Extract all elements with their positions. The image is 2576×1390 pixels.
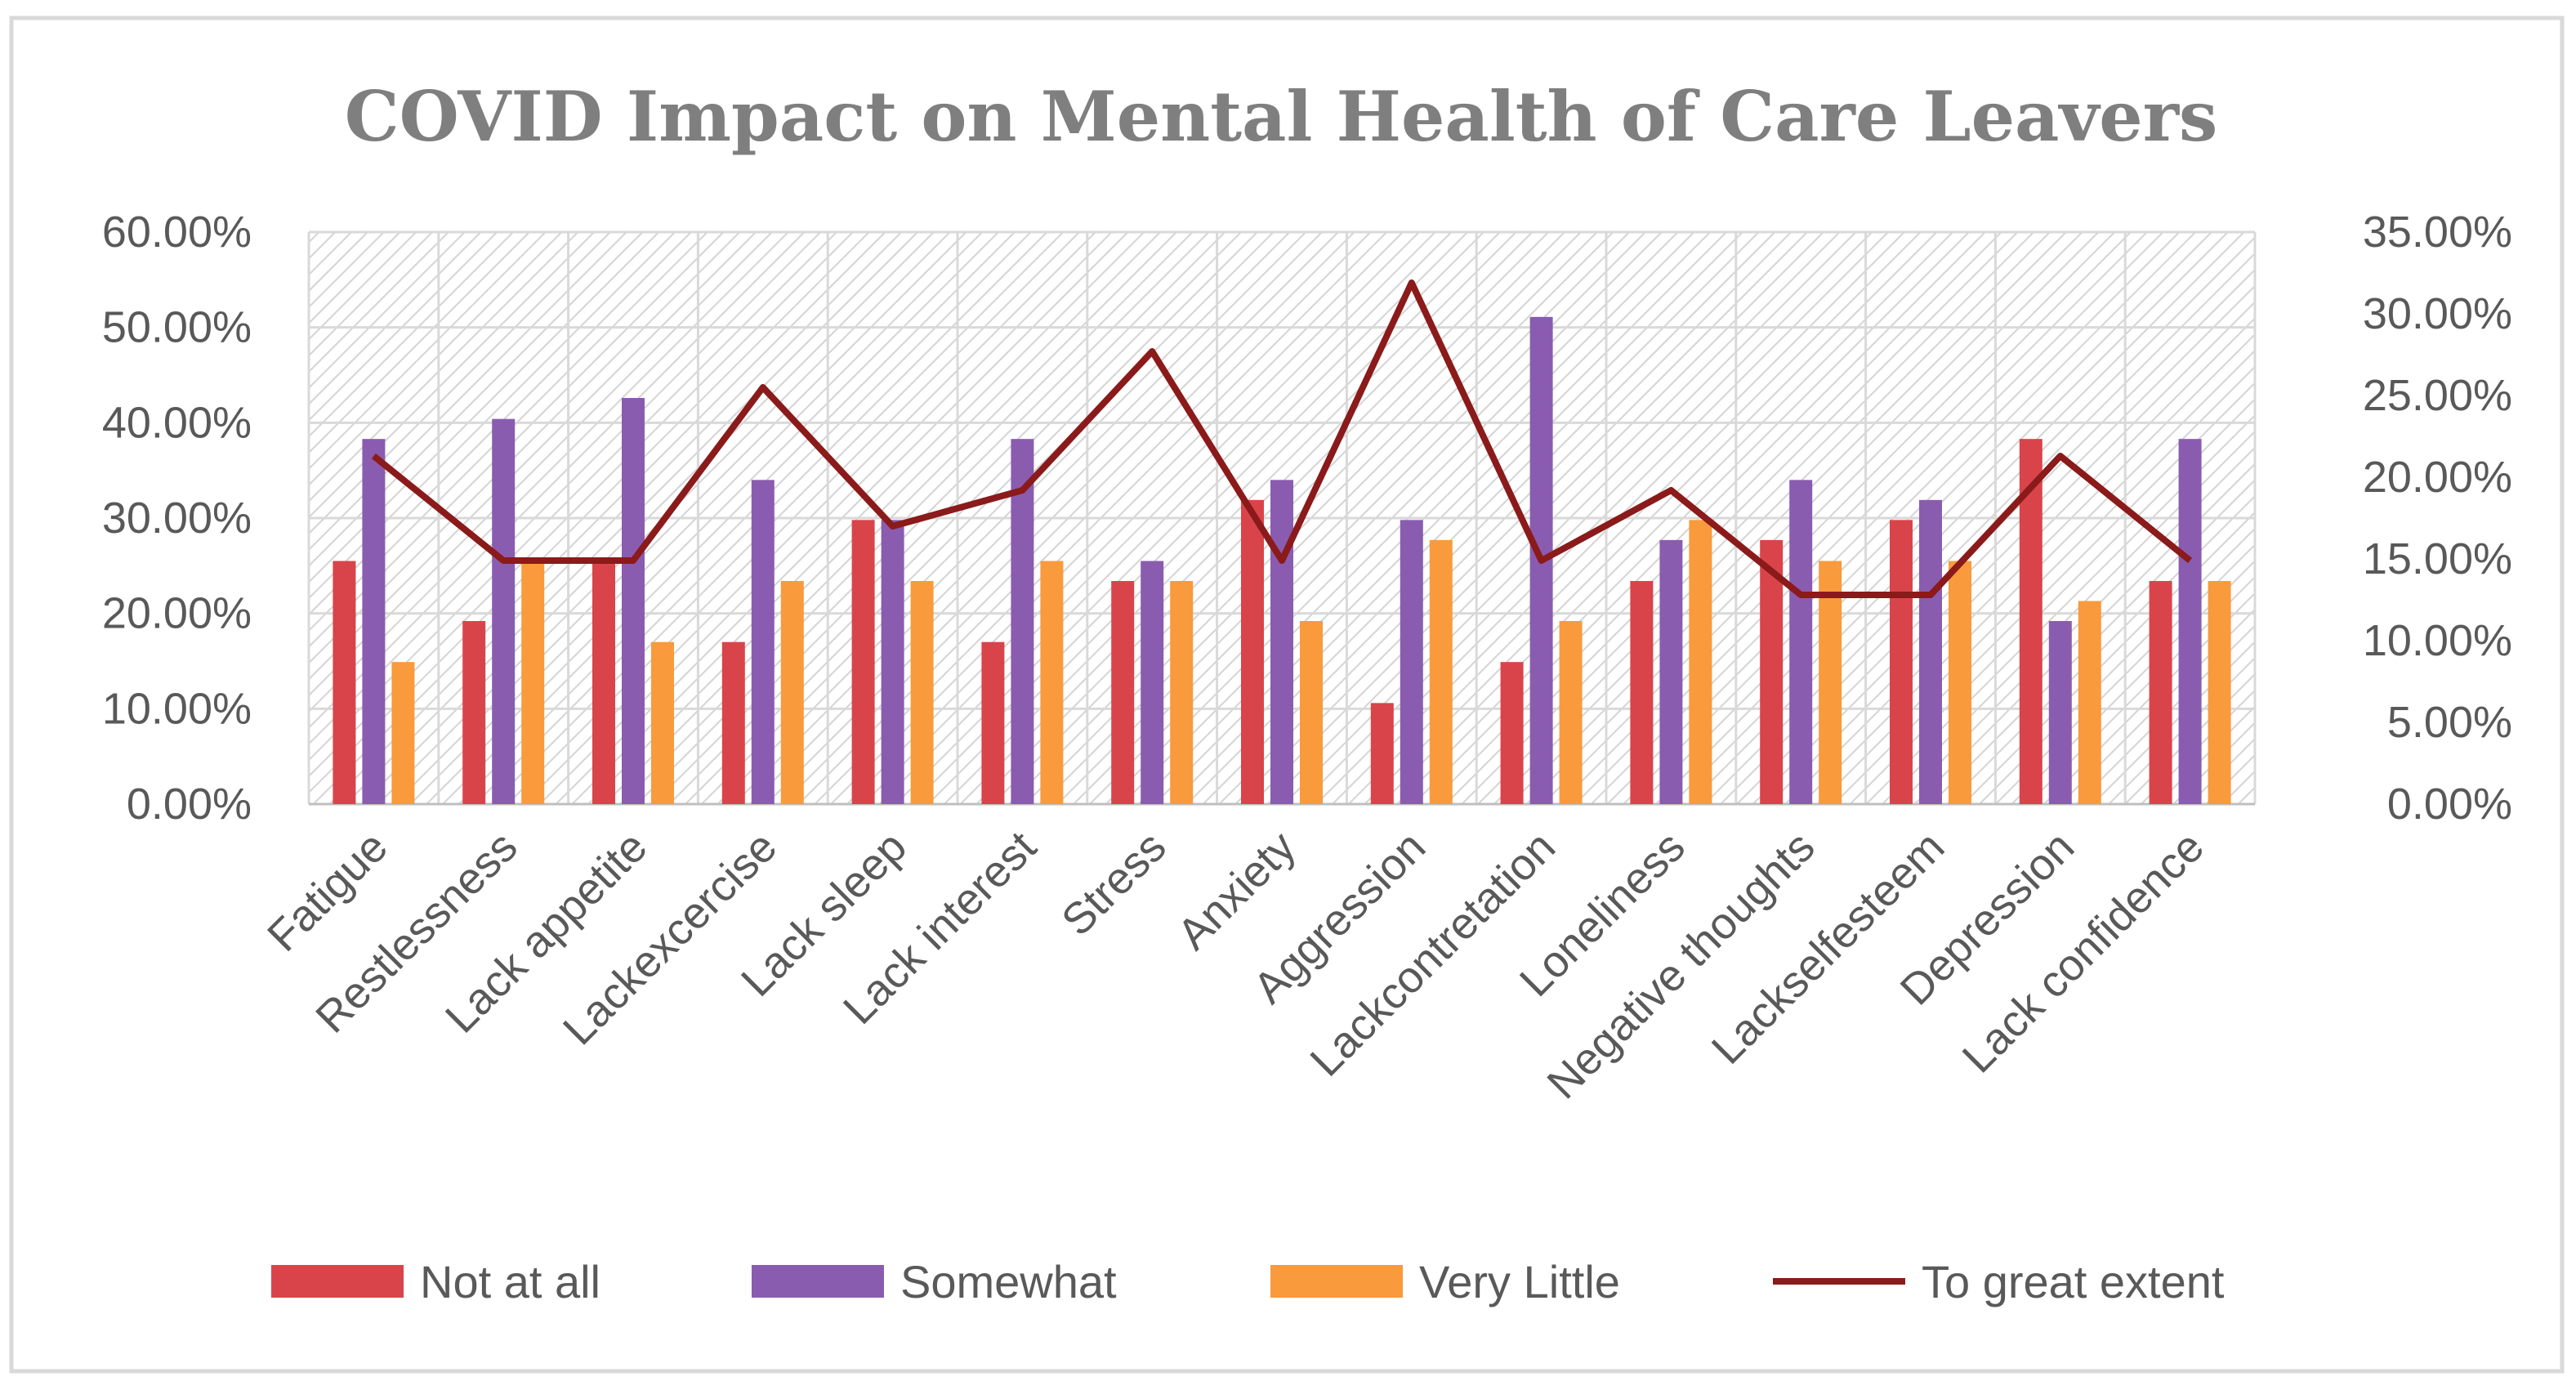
bar-very-little <box>1819 561 1842 804</box>
legend-label-to-great-extent: To great extent <box>1922 1256 2225 1307</box>
legend: Not at all Somewhat Very Little To great ex… <box>271 1256 2225 1307</box>
legend-swatch-very-little <box>1270 1265 1403 1298</box>
bar-very-little <box>1300 621 1323 804</box>
bar-somewhat <box>1141 561 1164 804</box>
bar-very-little <box>1429 539 1453 804</box>
bar-very-little <box>1689 520 1712 804</box>
left-tick-label: 20.00% <box>102 589 252 638</box>
right-tick-label: 25.00% <box>2363 371 2512 420</box>
legend-label-very-little: Very Little <box>1419 1256 1620 1307</box>
left-tick-label: 60.00% <box>102 208 252 257</box>
right-tick-label: 0.00% <box>2387 780 2512 829</box>
bar-very-little <box>1559 621 1583 804</box>
bar-somewhat <box>1011 439 1034 804</box>
bar-somewhat <box>1659 539 1683 804</box>
left-axis: 0.00% 10.00% 20.00% 30.00% 40.00% 50.00% 60.00… <box>102 208 252 829</box>
bar-somewhat <box>362 439 386 804</box>
bar-not-at-all <box>1370 703 1394 804</box>
bar-very-little <box>651 641 674 804</box>
bar-not-at-all <box>1111 581 1135 804</box>
left-tick-label: 10.00% <box>102 684 252 733</box>
bar-very-little <box>1170 581 1194 804</box>
right-tick-label: 5.00% <box>2387 698 2512 747</box>
legend-swatch-somewhat <box>752 1265 884 1298</box>
bar-not-at-all <box>1890 520 1913 804</box>
bar-very-little <box>780 581 804 804</box>
legend-label-somewhat: Somewhat <box>900 1256 1117 1307</box>
bar-somewhat <box>1789 480 1813 804</box>
bar-very-little <box>1040 561 1064 804</box>
right-axis: 0.00% 5.00% 10.00% 15.00% 20.00% 25.00% 30.00%… <box>2363 208 2512 829</box>
bar-somewhat <box>751 480 775 804</box>
bar-somewhat <box>2178 439 2202 804</box>
bar-somewhat <box>622 398 645 804</box>
bar-very-little <box>2208 581 2231 804</box>
chart-title: COVID Impact on Mental Health of Care Le… <box>345 76 2218 157</box>
right-tick-label: 15.00% <box>2363 534 2512 583</box>
right-tick-label: 20.00% <box>2363 453 2512 502</box>
bar-not-at-all <box>981 641 1005 804</box>
bar-not-at-all <box>2149 581 2172 804</box>
bar-somewhat <box>1919 499 1942 804</box>
bar-not-at-all <box>462 621 486 804</box>
bar-not-at-all <box>1630 581 1654 804</box>
bar-not-at-all <box>1760 539 1784 804</box>
bar-not-at-all <box>851 520 875 804</box>
bar-very-little <box>1949 561 1971 804</box>
right-tick-label: 10.00% <box>2363 616 2512 665</box>
bar-not-at-all <box>721 641 745 804</box>
bar-somewhat <box>1270 480 1293 804</box>
bar-very-little <box>910 581 934 804</box>
left-tick-label: 0.00% <box>127 780 252 829</box>
bar-very-little <box>2078 601 2101 804</box>
bar-somewhat <box>492 418 516 804</box>
bar-not-at-all <box>333 561 356 804</box>
bar-somewhat <box>2048 621 2072 804</box>
bar-not-at-all <box>592 561 615 804</box>
legend-label-not-at-all: Not at all <box>420 1256 600 1307</box>
legend-swatch-not-at-all <box>271 1265 404 1298</box>
right-tick-label: 35.00% <box>2363 208 2512 257</box>
line-series <box>371 279 2193 598</box>
bar-not-at-all <box>1241 499 1264 804</box>
left-tick-label: 50.00% <box>102 303 252 352</box>
bar-somewhat <box>881 520 904 804</box>
line-to-great-extent <box>371 279 2193 598</box>
right-tick-label: 30.00% <box>2363 289 2512 338</box>
bar-very-little <box>391 662 415 804</box>
bar-very-little <box>521 561 545 804</box>
bar-not-at-all <box>1500 662 1524 804</box>
left-tick-label: 40.00% <box>102 398 252 447</box>
bar-somewhat <box>1400 520 1423 804</box>
left-tick-label: 30.00% <box>102 494 252 543</box>
